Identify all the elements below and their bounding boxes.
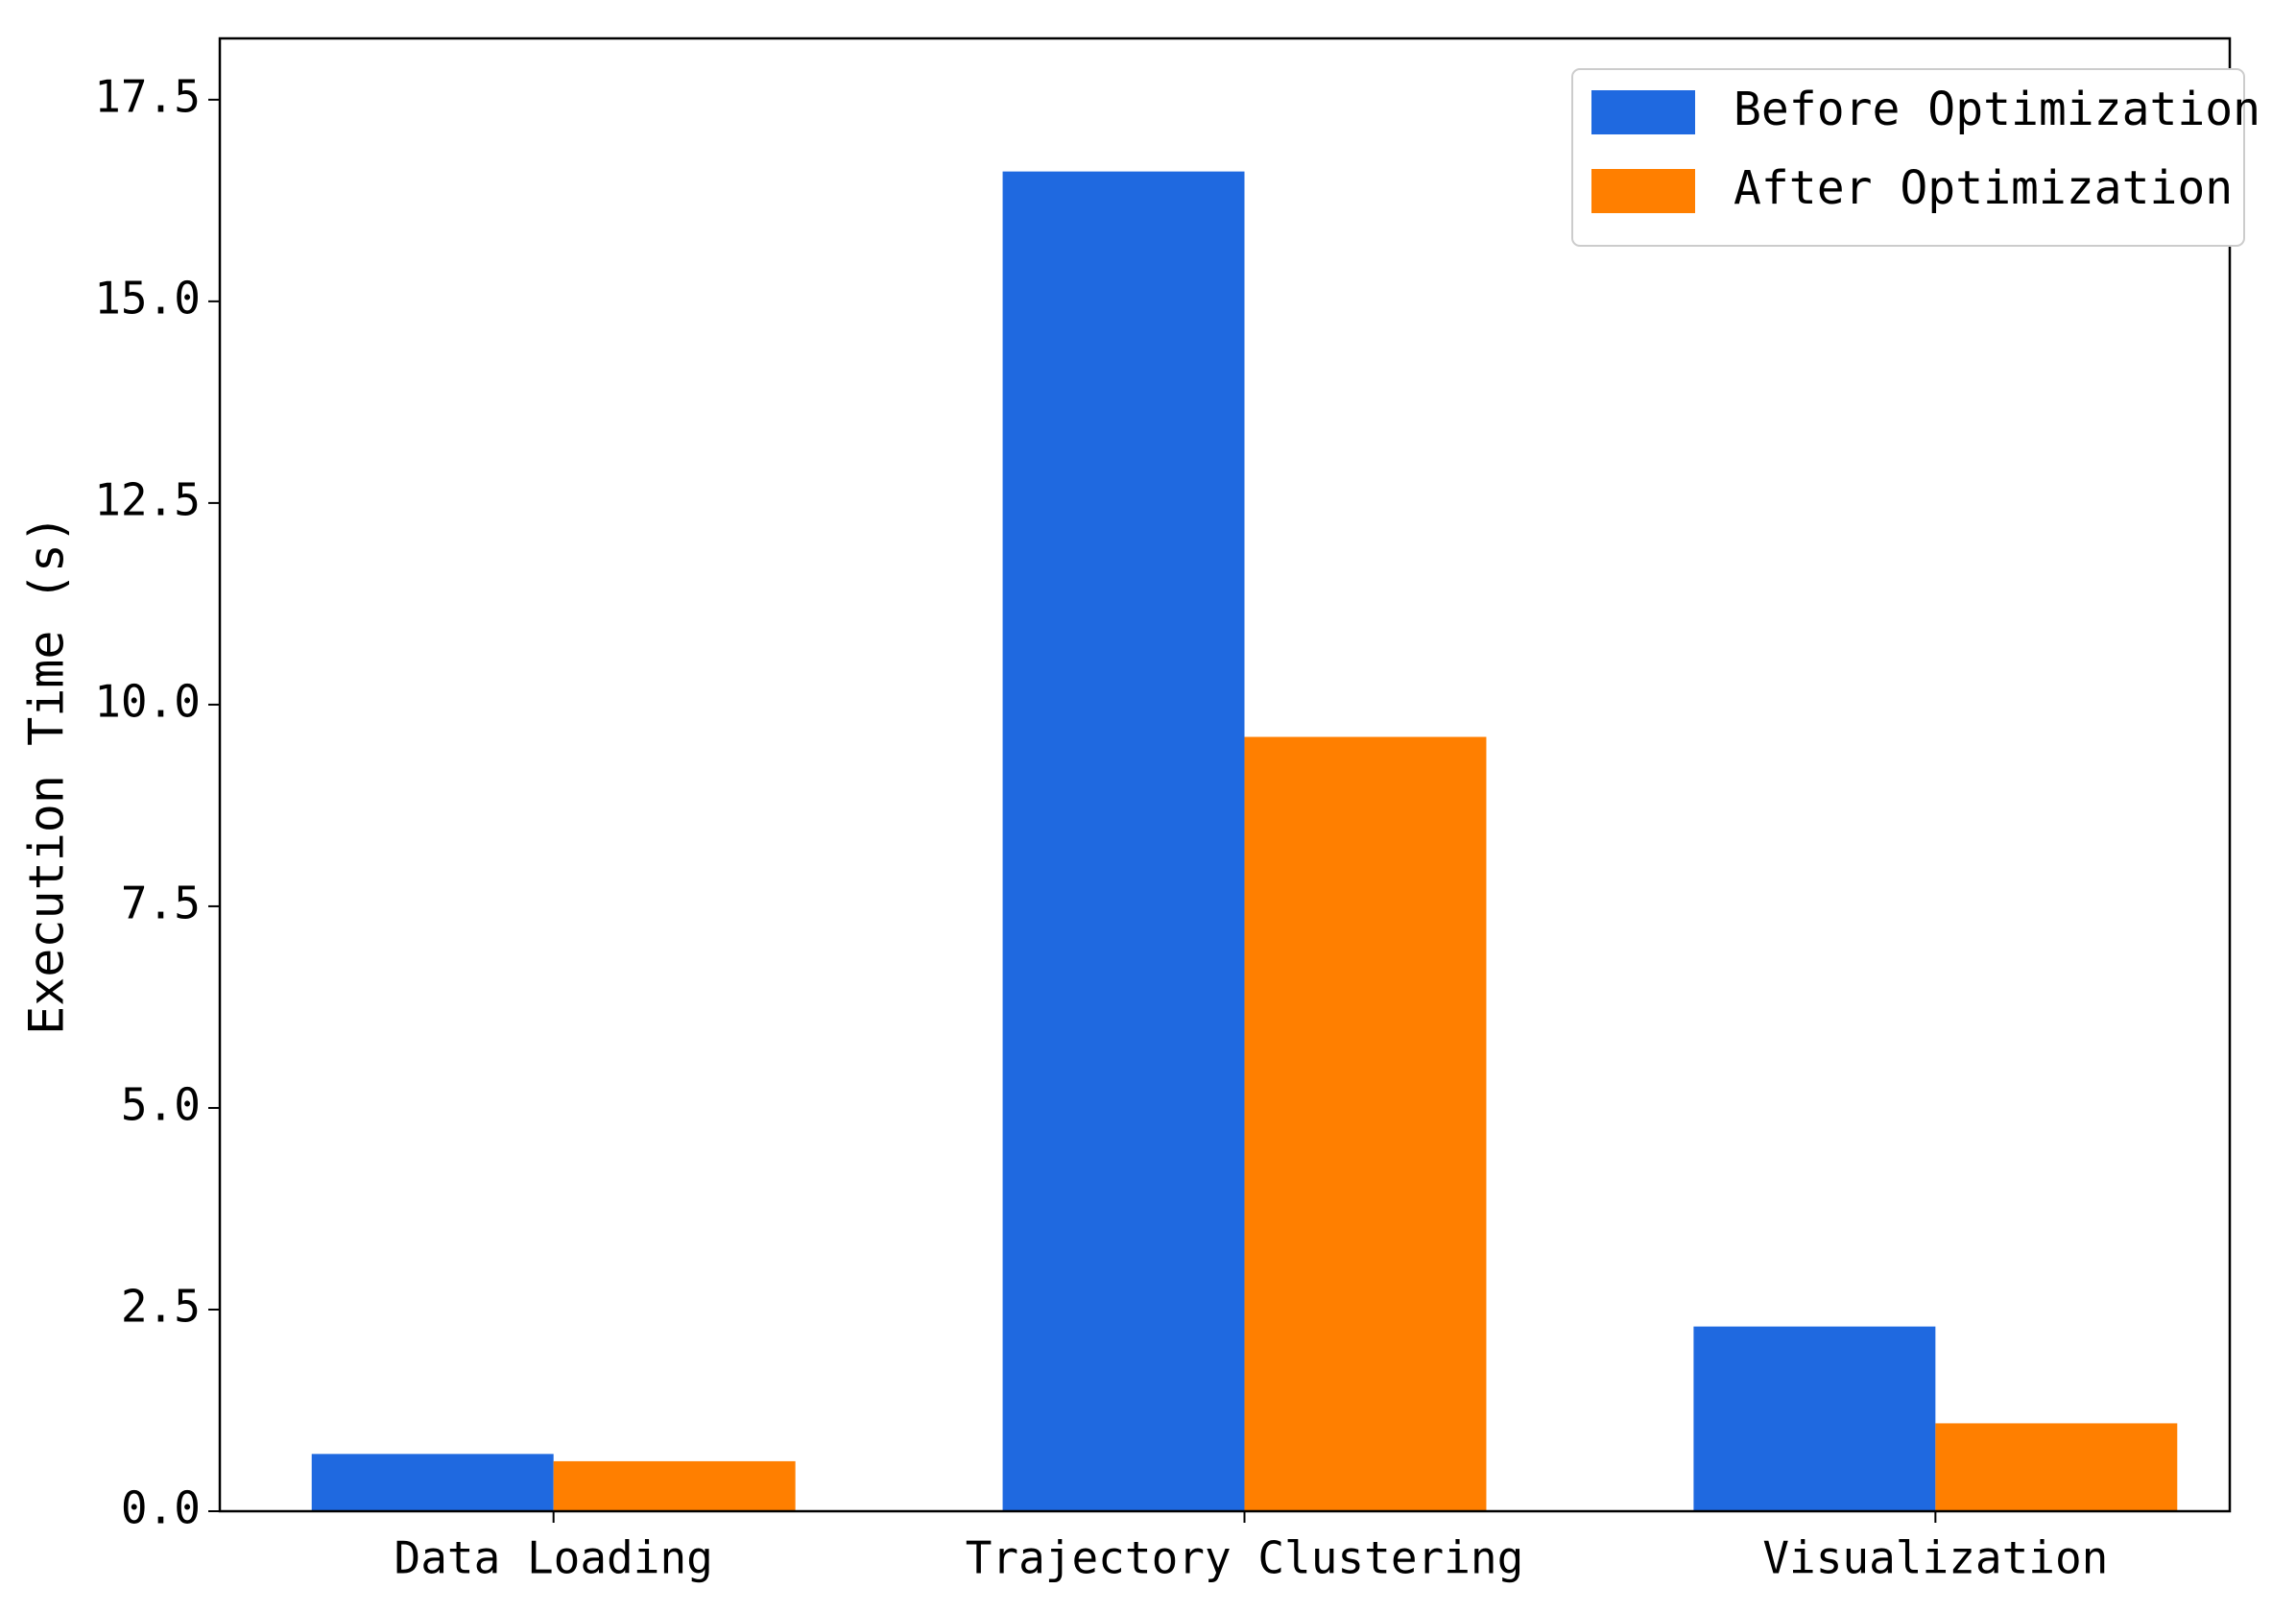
y-axis-label: Execution Time (s) (19, 515, 75, 1035)
x-tick-label: Visualization (1762, 1532, 2108, 1584)
y-tick-label: 0.0 (121, 1482, 201, 1534)
y-tick-label: 2.5 (121, 1280, 201, 1332)
bar (1935, 1423, 2178, 1511)
y-tick-label: 17.5 (94, 70, 201, 122)
legend-label: After Optimization (1734, 161, 2233, 215)
bar (311, 1454, 554, 1511)
y-tick-label: 12.5 (94, 473, 201, 525)
legend-swatch (1591, 169, 1695, 213)
bar (1244, 736, 1487, 1511)
y-tick-label: 5.0 (121, 1078, 201, 1130)
bar (553, 1460, 796, 1511)
bar (1693, 1326, 1936, 1511)
legend-label: Before Optimization (1734, 83, 2260, 136)
legend-box (1571, 68, 2245, 247)
plot-frame (218, 36, 2232, 1513)
legend-swatch (1591, 90, 1695, 134)
x-tick-label: Data Loading (395, 1532, 713, 1584)
y-tick-label: 10.0 (94, 675, 201, 727)
y-tick-label: 7.5 (121, 877, 201, 928)
x-tick-label: Trajectory Clustering (966, 1532, 1524, 1584)
bar (1002, 171, 1245, 1511)
y-tick-label: 15.0 (94, 272, 201, 324)
